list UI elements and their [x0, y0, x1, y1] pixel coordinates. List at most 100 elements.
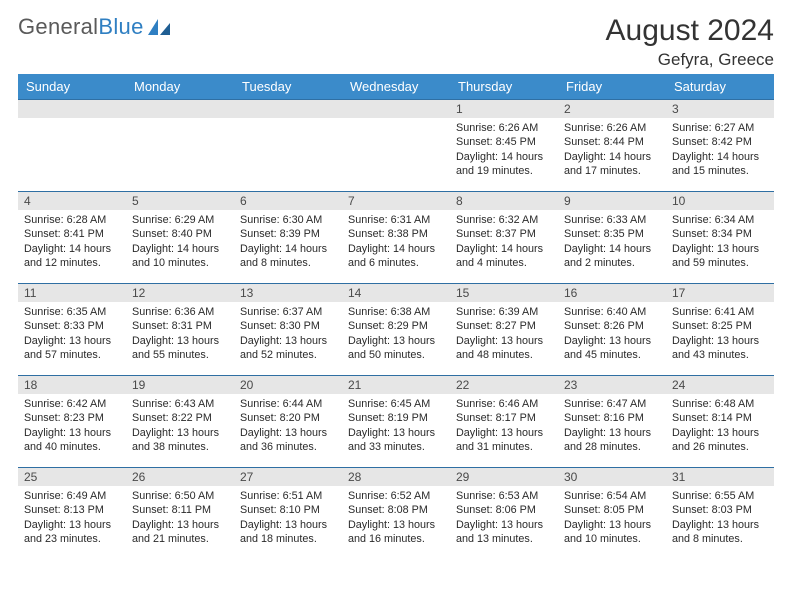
sunset-text: Sunset: 8:31 PM — [132, 319, 228, 333]
day-cell: 20Sunrise: 6:44 AMSunset: 8:20 PMDayligh… — [234, 376, 342, 468]
sunset-text: Sunset: 8:38 PM — [348, 227, 444, 241]
brand-logo: GeneralBlue — [18, 14, 171, 40]
sunrise-text: Sunrise: 6:30 AM — [240, 213, 336, 227]
daylight-text: Daylight: 13 hours and 8 minutes. — [672, 518, 768, 547]
day-number: 27 — [234, 468, 342, 486]
day-info: Sunrise: 6:33 AMSunset: 8:35 PMDaylight:… — [558, 210, 666, 274]
daylight-text: Daylight: 13 hours and 43 minutes. — [672, 334, 768, 363]
day-info: Sunrise: 6:39 AMSunset: 8:27 PMDaylight:… — [450, 302, 558, 366]
day-number: 11 — [18, 284, 126, 302]
week-row: 1Sunrise: 6:26 AMSunset: 8:45 PMDaylight… — [18, 100, 774, 192]
daylight-text: Daylight: 13 hours and 48 minutes. — [456, 334, 552, 363]
day-info: Sunrise: 6:45 AMSunset: 8:19 PMDaylight:… — [342, 394, 450, 458]
day-number: 26 — [126, 468, 234, 486]
day-info: Sunrise: 6:50 AMSunset: 8:11 PMDaylight:… — [126, 486, 234, 550]
day-number: 29 — [450, 468, 558, 486]
week-row: 18Sunrise: 6:42 AMSunset: 8:23 PMDayligh… — [18, 376, 774, 468]
sunrise-text: Sunrise: 6:50 AM — [132, 489, 228, 503]
daylight-text: Daylight: 13 hours and 33 minutes. — [348, 426, 444, 455]
col-header-tuesday: Tuesday — [234, 74, 342, 100]
col-header-thursday: Thursday — [450, 74, 558, 100]
week-row: 11Sunrise: 6:35 AMSunset: 8:33 PMDayligh… — [18, 284, 774, 376]
day-info: Sunrise: 6:38 AMSunset: 8:29 PMDaylight:… — [342, 302, 450, 366]
day-info: Sunrise: 6:54 AMSunset: 8:05 PMDaylight:… — [558, 486, 666, 550]
day-number: 4 — [18, 192, 126, 210]
sunrise-text: Sunrise: 6:38 AM — [348, 305, 444, 319]
day-number — [234, 100, 342, 118]
sunrise-text: Sunrise: 6:44 AM — [240, 397, 336, 411]
day-cell: 16Sunrise: 6:40 AMSunset: 8:26 PMDayligh… — [558, 284, 666, 376]
day-number: 20 — [234, 376, 342, 394]
sunset-text: Sunset: 8:06 PM — [456, 503, 552, 517]
daylight-text: Daylight: 13 hours and 16 minutes. — [348, 518, 444, 547]
day-info: Sunrise: 6:29 AMSunset: 8:40 PMDaylight:… — [126, 210, 234, 274]
col-header-saturday: Saturday — [666, 74, 774, 100]
sunset-text: Sunset: 8:23 PM — [24, 411, 120, 425]
day-number: 8 — [450, 192, 558, 210]
sunrise-text: Sunrise: 6:49 AM — [24, 489, 120, 503]
day-number: 16 — [558, 284, 666, 302]
day-number: 17 — [666, 284, 774, 302]
day-number: 9 — [558, 192, 666, 210]
day-cell: 7Sunrise: 6:31 AMSunset: 8:38 PMDaylight… — [342, 192, 450, 284]
daylight-text: Daylight: 14 hours and 12 minutes. — [24, 242, 120, 271]
sunset-text: Sunset: 8:03 PM — [672, 503, 768, 517]
day-cell: 28Sunrise: 6:52 AMSunset: 8:08 PMDayligh… — [342, 468, 450, 560]
sunrise-text: Sunrise: 6:52 AM — [348, 489, 444, 503]
day-number: 5 — [126, 192, 234, 210]
daylight-text: Daylight: 13 hours and 26 minutes. — [672, 426, 768, 455]
sunrise-text: Sunrise: 6:41 AM — [672, 305, 768, 319]
sunset-text: Sunset: 8:35 PM — [564, 227, 660, 241]
sunset-text: Sunset: 8:17 PM — [456, 411, 552, 425]
day-cell: 6Sunrise: 6:30 AMSunset: 8:39 PMDaylight… — [234, 192, 342, 284]
sunrise-text: Sunrise: 6:33 AM — [564, 213, 660, 227]
sunrise-text: Sunrise: 6:26 AM — [564, 121, 660, 135]
day-info: Sunrise: 6:36 AMSunset: 8:31 PMDaylight:… — [126, 302, 234, 366]
day-number: 7 — [342, 192, 450, 210]
week-row: 25Sunrise: 6:49 AMSunset: 8:13 PMDayligh… — [18, 468, 774, 560]
day-cell: 3Sunrise: 6:27 AMSunset: 8:42 PMDaylight… — [666, 100, 774, 192]
sunrise-text: Sunrise: 6:42 AM — [24, 397, 120, 411]
empty-cell — [342, 100, 450, 192]
day-cell: 15Sunrise: 6:39 AMSunset: 8:27 PMDayligh… — [450, 284, 558, 376]
sunset-text: Sunset: 8:37 PM — [456, 227, 552, 241]
day-cell: 13Sunrise: 6:37 AMSunset: 8:30 PMDayligh… — [234, 284, 342, 376]
col-header-monday: Monday — [126, 74, 234, 100]
day-cell: 31Sunrise: 6:55 AMSunset: 8:03 PMDayligh… — [666, 468, 774, 560]
daylight-text: Daylight: 13 hours and 23 minutes. — [24, 518, 120, 547]
sunset-text: Sunset: 8:16 PM — [564, 411, 660, 425]
day-cell: 9Sunrise: 6:33 AMSunset: 8:35 PMDaylight… — [558, 192, 666, 284]
sunrise-text: Sunrise: 6:29 AM — [132, 213, 228, 227]
sunset-text: Sunset: 8:27 PM — [456, 319, 552, 333]
day-info: Sunrise: 6:44 AMSunset: 8:20 PMDaylight:… — [234, 394, 342, 458]
calendar-table: SundayMondayTuesdayWednesdayThursdayFrid… — [18, 74, 774, 560]
day-info: Sunrise: 6:48 AMSunset: 8:14 PMDaylight:… — [666, 394, 774, 458]
day-cell: 1Sunrise: 6:26 AMSunset: 8:45 PMDaylight… — [450, 100, 558, 192]
day-number: 14 — [342, 284, 450, 302]
calendar-header-row: SundayMondayTuesdayWednesdayThursdayFrid… — [18, 74, 774, 100]
sunset-text: Sunset: 8:13 PM — [24, 503, 120, 517]
day-info: Sunrise: 6:35 AMSunset: 8:33 PMDaylight:… — [18, 302, 126, 366]
day-cell: 23Sunrise: 6:47 AMSunset: 8:16 PMDayligh… — [558, 376, 666, 468]
daylight-text: Daylight: 13 hours and 10 minutes. — [564, 518, 660, 547]
daylight-text: Daylight: 13 hours and 36 minutes. — [240, 426, 336, 455]
day-info: Sunrise: 6:26 AMSunset: 8:44 PMDaylight:… — [558, 118, 666, 182]
sunrise-text: Sunrise: 6:45 AM — [348, 397, 444, 411]
sunrise-text: Sunrise: 6:40 AM — [564, 305, 660, 319]
sunset-text: Sunset: 8:26 PM — [564, 319, 660, 333]
empty-cell — [126, 100, 234, 192]
sunrise-text: Sunrise: 6:54 AM — [564, 489, 660, 503]
col-header-friday: Friday — [558, 74, 666, 100]
day-number: 2 — [558, 100, 666, 118]
day-cell: 5Sunrise: 6:29 AMSunset: 8:40 PMDaylight… — [126, 192, 234, 284]
sunrise-text: Sunrise: 6:32 AM — [456, 213, 552, 227]
day-number: 24 — [666, 376, 774, 394]
sunset-text: Sunset: 8:39 PM — [240, 227, 336, 241]
day-cell: 27Sunrise: 6:51 AMSunset: 8:10 PMDayligh… — [234, 468, 342, 560]
daylight-text: Daylight: 13 hours and 59 minutes. — [672, 242, 768, 271]
day-cell: 29Sunrise: 6:53 AMSunset: 8:06 PMDayligh… — [450, 468, 558, 560]
day-number: 13 — [234, 284, 342, 302]
day-number: 3 — [666, 100, 774, 118]
sunset-text: Sunset: 8:34 PM — [672, 227, 768, 241]
sunset-text: Sunset: 8:44 PM — [564, 135, 660, 149]
